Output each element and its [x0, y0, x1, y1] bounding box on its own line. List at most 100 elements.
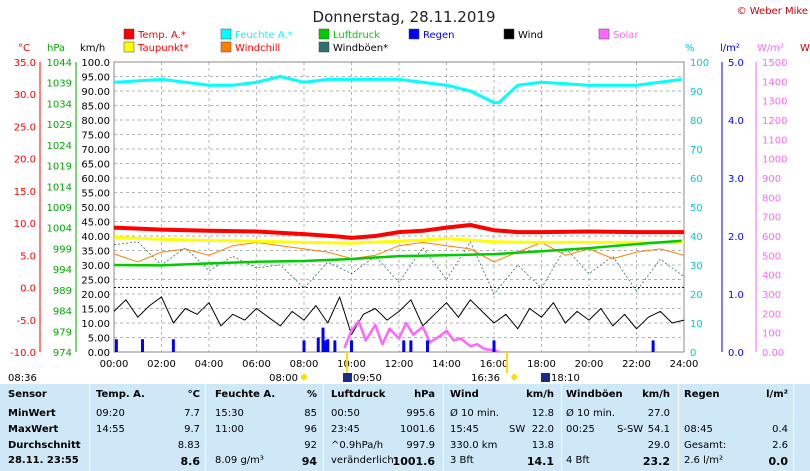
hpa-tick-label: 1029: [47, 120, 72, 131]
hum-tick-label: 70: [690, 145, 703, 156]
table-cell: 22.0: [531, 424, 554, 435]
solar-tick-label: 100: [762, 329, 781, 340]
x-tick-label: 10:00: [337, 359, 366, 370]
event-markers: 08:36 08:00 16:36 09:50 18:10: [8, 352, 580, 384]
legend-swatch-1: [220, 28, 232, 40]
table-cell: 12.8: [531, 408, 554, 419]
x-tick-label: 24:00: [670, 359, 699, 370]
event-marker-icon: [541, 373, 550, 382]
row-label: MinWert: [8, 408, 56, 419]
wind-tick-label: 95.00: [81, 73, 110, 84]
chart-title: Donnerstag, 28.11.2019: [313, 8, 496, 26]
series-line-luftdruck: [113, 239, 682, 267]
legend-label-1: Feuchte A.*: [235, 30, 293, 41]
table-cell: 85: [304, 408, 317, 419]
table-cell: S-SW: [617, 424, 644, 435]
row-label: MaxWert: [8, 424, 59, 435]
header-pressure: Luftdruck: [331, 389, 386, 400]
rain-tick-label: 3.0: [728, 174, 744, 185]
table-row: MaxWert 14:55 9.7 11:00 96 23:45 1001.6 15:45 SW…: [0, 424, 810, 438]
solar-tick-label: 1400: [762, 77, 787, 88]
hpa-tick-label: 1019: [47, 162, 72, 173]
table-cell: 54.1: [647, 424, 670, 435]
table-cell: 14.1: [526, 455, 554, 468]
table-cell: 3 Bft: [450, 455, 474, 466]
statistics-table: Sensor Temp. A. °C Feuchte A. % Luftdruc…: [0, 384, 810, 471]
header-gust: Windböen: [566, 389, 623, 400]
solar-tick-label: 400: [762, 271, 781, 282]
wind-tick-label: 5.00: [88, 334, 110, 345]
hpa-tick-label: 1024: [47, 141, 72, 152]
row-label: Durchschnitt: [8, 440, 81, 451]
table-cell: 2.6 l/m²: [684, 455, 723, 466]
header-pressure-unit: hPa: [414, 389, 435, 400]
hpa-tick-label: 1044: [47, 58, 72, 69]
solar-tick-label: 0.00: [762, 348, 784, 359]
table-cell: 23:45: [331, 424, 360, 435]
edge-unit-label: W: [800, 43, 810, 54]
wind-tick-label: 10.00: [81, 319, 110, 330]
table-cell: veränderlich: [331, 455, 394, 466]
solar-tick-label: 500: [762, 251, 781, 262]
wind-tick-label: 45.00: [81, 218, 110, 229]
series-line-wind: [113, 296, 685, 336]
legend-swatch-8: [318, 41, 330, 53]
temp-tick-label: 25.0: [14, 122, 36, 133]
table-cell: 09:20: [96, 408, 125, 419]
wind-tick-label: 85.00: [81, 102, 110, 113]
hum-tick-label: 60: [690, 174, 703, 185]
hpa-tick-label: 1014: [47, 182, 72, 193]
table-cell: 96: [304, 424, 317, 435]
legend: Temp. A.* Feuchte A.* Luftdruck Regen Wind So…: [123, 28, 639, 54]
solar-tick-label: 700: [762, 213, 781, 224]
temp-tick-label: 0.0: [20, 284, 36, 295]
rain-bar: [323, 340, 327, 352]
rain-unit-label: l/m²: [720, 43, 740, 54]
legend-label-2: Luftdruck: [333, 30, 380, 41]
event-marker-icon: [343, 373, 352, 382]
wind-tick-label: 0.00: [88, 348, 110, 359]
table-cell: 00:25: [566, 424, 595, 435]
hpa-tick-label: 989: [53, 286, 72, 297]
table-cell: Gesamt:: [684, 440, 727, 451]
temp-tick-label: 5.0: [20, 251, 36, 262]
solar-unit-label: W/m²: [757, 43, 784, 54]
x-tick-label: 20:00: [575, 359, 604, 370]
header-humidity: Feuchte A.: [215, 389, 276, 400]
wind-tick-label: 15.00: [81, 305, 110, 316]
temp-tick-label: 30.0: [14, 90, 36, 101]
hpa-tick-label: 1009: [47, 203, 72, 214]
rain-tick-label: 1.0: [728, 290, 744, 301]
rain-bar: [141, 339, 144, 352]
legend-label-5: Solar: [613, 30, 639, 41]
solar-tick-label: 600: [762, 232, 781, 243]
table-cell: 14:55: [96, 424, 125, 435]
rain-bar: [492, 340, 496, 352]
header-rain: Regen: [684, 389, 720, 400]
rain-tick-label: 4.0: [728, 116, 744, 127]
temp-tick-label: 10.0: [14, 219, 36, 230]
sunset-icon: [511, 374, 518, 380]
table-cell: 23.2: [642, 455, 670, 468]
temp-unit-label: °C: [18, 43, 30, 54]
wind-tick-label: 50.00: [81, 203, 110, 214]
legend-label-6: Taupunkt*: [137, 43, 189, 54]
table-cell: 4 Bft: [566, 455, 590, 466]
rain-bar: [651, 340, 655, 352]
table-cell: 27.0: [647, 408, 670, 419]
x-tick-label: 22:00: [622, 359, 651, 370]
solar-tick-label: 800: [762, 193, 781, 204]
rain-bar: [402, 340, 406, 352]
wind-tick-label: 60.00: [81, 174, 110, 185]
header-temp-unit: °C: [187, 389, 200, 400]
rain-bar: [333, 340, 337, 352]
table-cell: ^0.9hPa/h: [331, 440, 384, 451]
x-tick-label: 00:00: [100, 359, 129, 370]
header-humidity-unit: %: [306, 389, 317, 400]
hpa-tick-label: 1004: [47, 224, 72, 235]
solar-tick-label: 1000: [762, 155, 787, 166]
header-gust-unit: km/h: [642, 389, 670, 400]
header-temp: Temp. A.: [96, 389, 145, 400]
table-cell: 08:45: [684, 424, 713, 435]
table-cell: 0.0: [768, 455, 789, 468]
